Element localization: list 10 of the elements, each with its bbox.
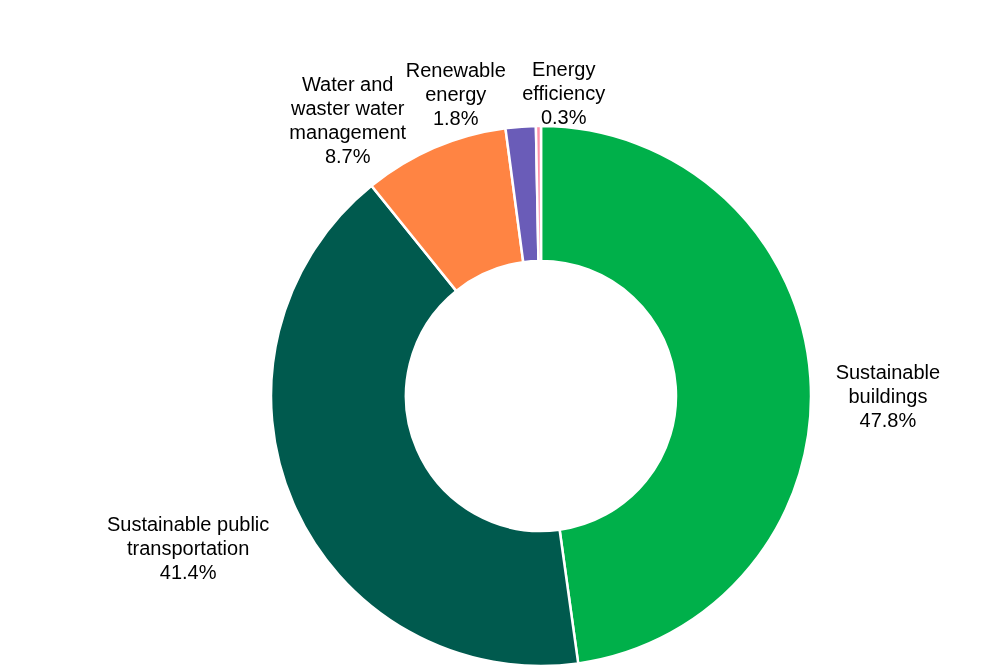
data-label: 8.7%	[324, 145, 371, 168]
data-label: 0.3%	[540, 106, 587, 129]
slice-label: Sustainable buildings	[835, 361, 941, 408]
slice-label: Energy efficiency	[522, 58, 606, 105]
slice-label: Renewable energy	[405, 58, 506, 105]
slice-label: Water and waster water management	[289, 73, 407, 144]
data-label: 1.8%	[432, 106, 479, 129]
data-label: 47.8%	[859, 409, 917, 432]
slice-label: Sustainable public transportation	[106, 513, 270, 560]
data-label: 41.4%	[159, 561, 217, 584]
